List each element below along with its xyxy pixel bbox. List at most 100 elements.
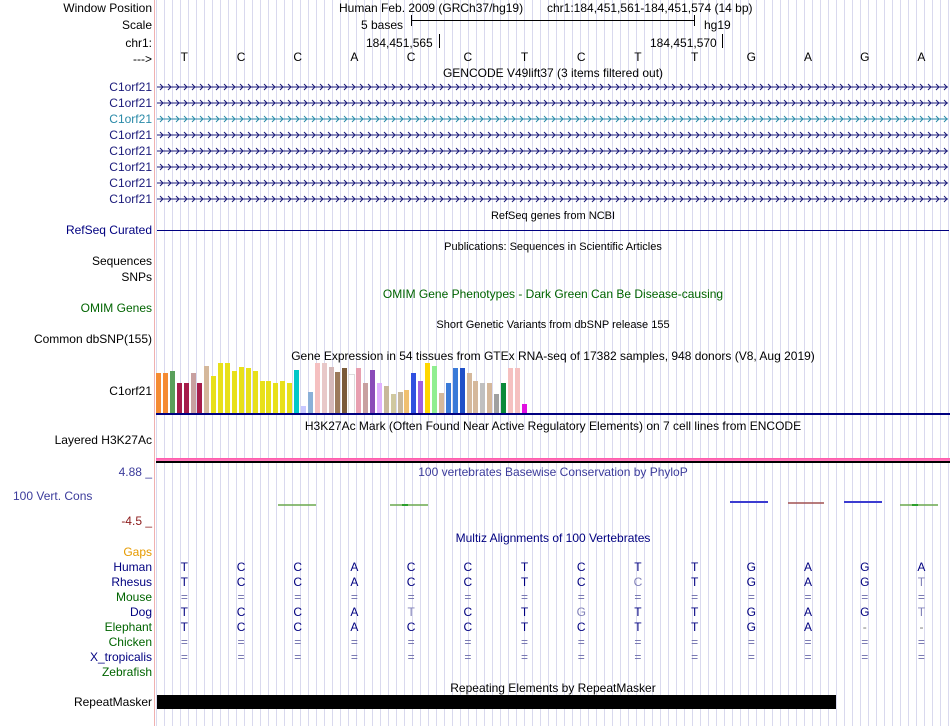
gtex-tissue-bar[interactable] — [521, 404, 527, 413]
publications-label[interactable]: Sequences — [91, 254, 152, 268]
gtex-tissue-bar[interactable] — [501, 383, 506, 413]
gtex-tissue-bar[interactable] — [425, 363, 431, 413]
species-label[interactable]: Dog — [129, 605, 152, 619]
gtex-tissue-bar[interactable] — [418, 381, 424, 413]
publications-title[interactable]: Publications: Sequences in Scientific Ar… — [444, 241, 662, 253]
gencode-transcript[interactable] — [156, 194, 950, 204]
gtex-tissue-bar[interactable] — [321, 363, 327, 413]
gtex-tissue-bar[interactable] — [280, 381, 286, 413]
gencode-item-label[interactable]: C1orf21 — [109, 192, 152, 206]
species-label[interactable]: Human — [113, 560, 152, 574]
gtex-tissue-bar[interactable] — [183, 383, 189, 413]
gtex-tissue-bar[interactable] — [507, 368, 513, 413]
species-label[interactable]: Mouse — [115, 590, 152, 604]
gencode-transcript[interactable] — [156, 146, 950, 156]
gtex-tissue-bar[interactable] — [411, 373, 417, 413]
gtex-tissue-bar[interactable] — [328, 367, 334, 413]
gencode-item-label[interactable]: C1orf21 — [109, 128, 152, 142]
gtex-tissue-bar[interactable] — [259, 381, 265, 413]
species-label[interactable]: X_tropicalis — [89, 650, 152, 664]
gtex-tissue-bar[interactable] — [314, 363, 320, 413]
gtex-tissue-bar[interactable] — [452, 368, 458, 413]
gtex-tissue-bar[interactable] — [204, 366, 210, 413]
gaps-label[interactable]: Gaps — [123, 545, 152, 559]
gtex-tissue-bar[interactable] — [190, 373, 196, 413]
gtex-tissue-bar[interactable] — [245, 368, 251, 413]
gtex-bar-chart[interactable] — [156, 362, 536, 414]
species-label[interactable]: Rhesus — [111, 575, 152, 589]
gtex-tissue-bar[interactable] — [252, 371, 258, 413]
repeatmasker-element[interactable] — [157, 695, 836, 709]
h3k27ac-label[interactable]: Layered H3K27Ac — [54, 433, 152, 447]
refseq-line[interactable] — [157, 230, 949, 231]
omim-label[interactable]: OMIM Genes — [80, 301, 152, 315]
gencode-item-label[interactable]: C1orf21 — [109, 112, 152, 126]
gencode-transcript[interactable] — [156, 162, 950, 172]
gencode-title[interactable]: GENCODE V49lift37 (3 items filtered out) — [442, 66, 664, 80]
repeatmasker-label[interactable]: RepeatMasker — [73, 695, 152, 709]
gtex-tissue-bar[interactable] — [445, 383, 451, 413]
gtex-tissue-bar[interactable] — [356, 368, 362, 413]
gtex-tissue-bar[interactable] — [266, 381, 272, 413]
gencode-item-label[interactable]: C1orf21 — [109, 144, 152, 158]
gtex-tissue-bar[interactable] — [432, 366, 437, 413]
species-label[interactable]: Zebrafish — [101, 665, 152, 679]
gencode-transcript[interactable] — [156, 130, 950, 140]
gtex-tissue-bar[interactable] — [225, 363, 230, 413]
gtex-tissue-bar[interactable] — [169, 371, 175, 413]
gtex-tissue-bar[interactable] — [238, 367, 244, 413]
cons-label[interactable]: 100 Vert. Cons — [13, 489, 93, 503]
gencode-item-label[interactable]: C1orf21 — [109, 80, 152, 94]
repeatmasker-title[interactable]: Repeating Elements by RepeatMasker — [450, 681, 656, 695]
h3k27ac-signal[interactable] — [156, 458, 950, 463]
gtex-tissue-bar[interactable] — [438, 393, 444, 413]
refseq-title[interactable]: RefSeq genes from NCBI — [490, 210, 616, 222]
gtex-tissue-bar[interactable] — [273, 383, 279, 413]
gtex-tissue-bar[interactable] — [342, 368, 348, 413]
gtex-title[interactable]: Gene Expression in 54 tissues from GTEx … — [291, 349, 815, 363]
dbsnp-title[interactable]: Short Genetic Variants from dbSNP releas… — [436, 319, 670, 331]
omim-title[interactable]: OMIM Gene Phenotypes - Dark Green Can Be… — [382, 287, 724, 301]
snps-label[interactable]: SNPs — [121, 270, 152, 284]
species-label[interactable]: Chicken — [108, 635, 152, 649]
gtex-tissue-bar[interactable] — [390, 394, 396, 413]
gencode-item-label[interactable]: C1orf21 — [109, 160, 152, 174]
gencode-transcript[interactable] — [156, 178, 950, 188]
gtex-tissue-bar[interactable] — [487, 383, 493, 413]
gtex-tissue-bar[interactable] — [218, 363, 224, 413]
refseq-label[interactable]: RefSeq Curated — [65, 223, 152, 237]
gtex-tissue-bar[interactable] — [404, 390, 410, 413]
gtex-tissue-bar[interactable] — [176, 383, 182, 413]
gtex-tissue-bar[interactable] — [397, 392, 403, 413]
gtex-tissue-bar[interactable] — [459, 368, 465, 413]
gtex-tissue-bar[interactable] — [300, 406, 306, 413]
gtex-tissue-bar[interactable] — [348, 374, 356, 414]
multiz-title[interactable]: Multiz Alignments of 100 Vertebrates — [455, 531, 651, 545]
dbsnp-label[interactable]: Common dbSNP(155) — [33, 332, 152, 346]
gencode-transcript[interactable] — [156, 98, 950, 108]
gtex-tissue-bar[interactable] — [162, 373, 168, 413]
gencode-item-label[interactable]: C1orf21 — [109, 176, 152, 190]
gtex-tissue-bar[interactable] — [156, 373, 161, 413]
gtex-tissue-bar[interactable] — [335, 372, 341, 413]
gtex-tissue-bar[interactable] — [383, 386, 389, 413]
h3k27ac-title[interactable]: H3K27Ac Mark (Often Found Near Active Re… — [304, 419, 802, 433]
gtex-tissue-bar[interactable] — [294, 370, 299, 413]
gtex-tissue-bar[interactable] — [480, 383, 486, 413]
gtex-tissue-bar[interactable] — [307, 392, 313, 413]
gtex-tissue-bar[interactable] — [376, 383, 382, 413]
gtex-tissue-bar[interactable] — [473, 381, 479, 413]
gtex-tissue-bar[interactable] — [494, 394, 500, 413]
gtex-tissue-bar[interactable] — [466, 373, 472, 413]
gencode-transcript[interactable] — [156, 114, 950, 124]
cons-wiggle[interactable] — [156, 495, 950, 511]
gtex-tissue-bar[interactable] — [363, 383, 368, 413]
gtex-tissue-bar[interactable] — [514, 368, 520, 413]
position-text[interactable]: chr1:184,451,561-184,451,574 (14 bp) — [547, 1, 753, 15]
cons-title[interactable]: 100 vertebrates Basewise Conservation by… — [418, 465, 688, 479]
gencode-item-label[interactable]: C1orf21 — [109, 96, 152, 110]
gtex-tissue-bar[interactable] — [287, 383, 293, 413]
gtex-tissue-bar[interactable] — [197, 383, 203, 413]
gencode-transcript[interactable] — [156, 82, 950, 92]
gtex-label[interactable]: C1orf21 — [109, 384, 152, 398]
